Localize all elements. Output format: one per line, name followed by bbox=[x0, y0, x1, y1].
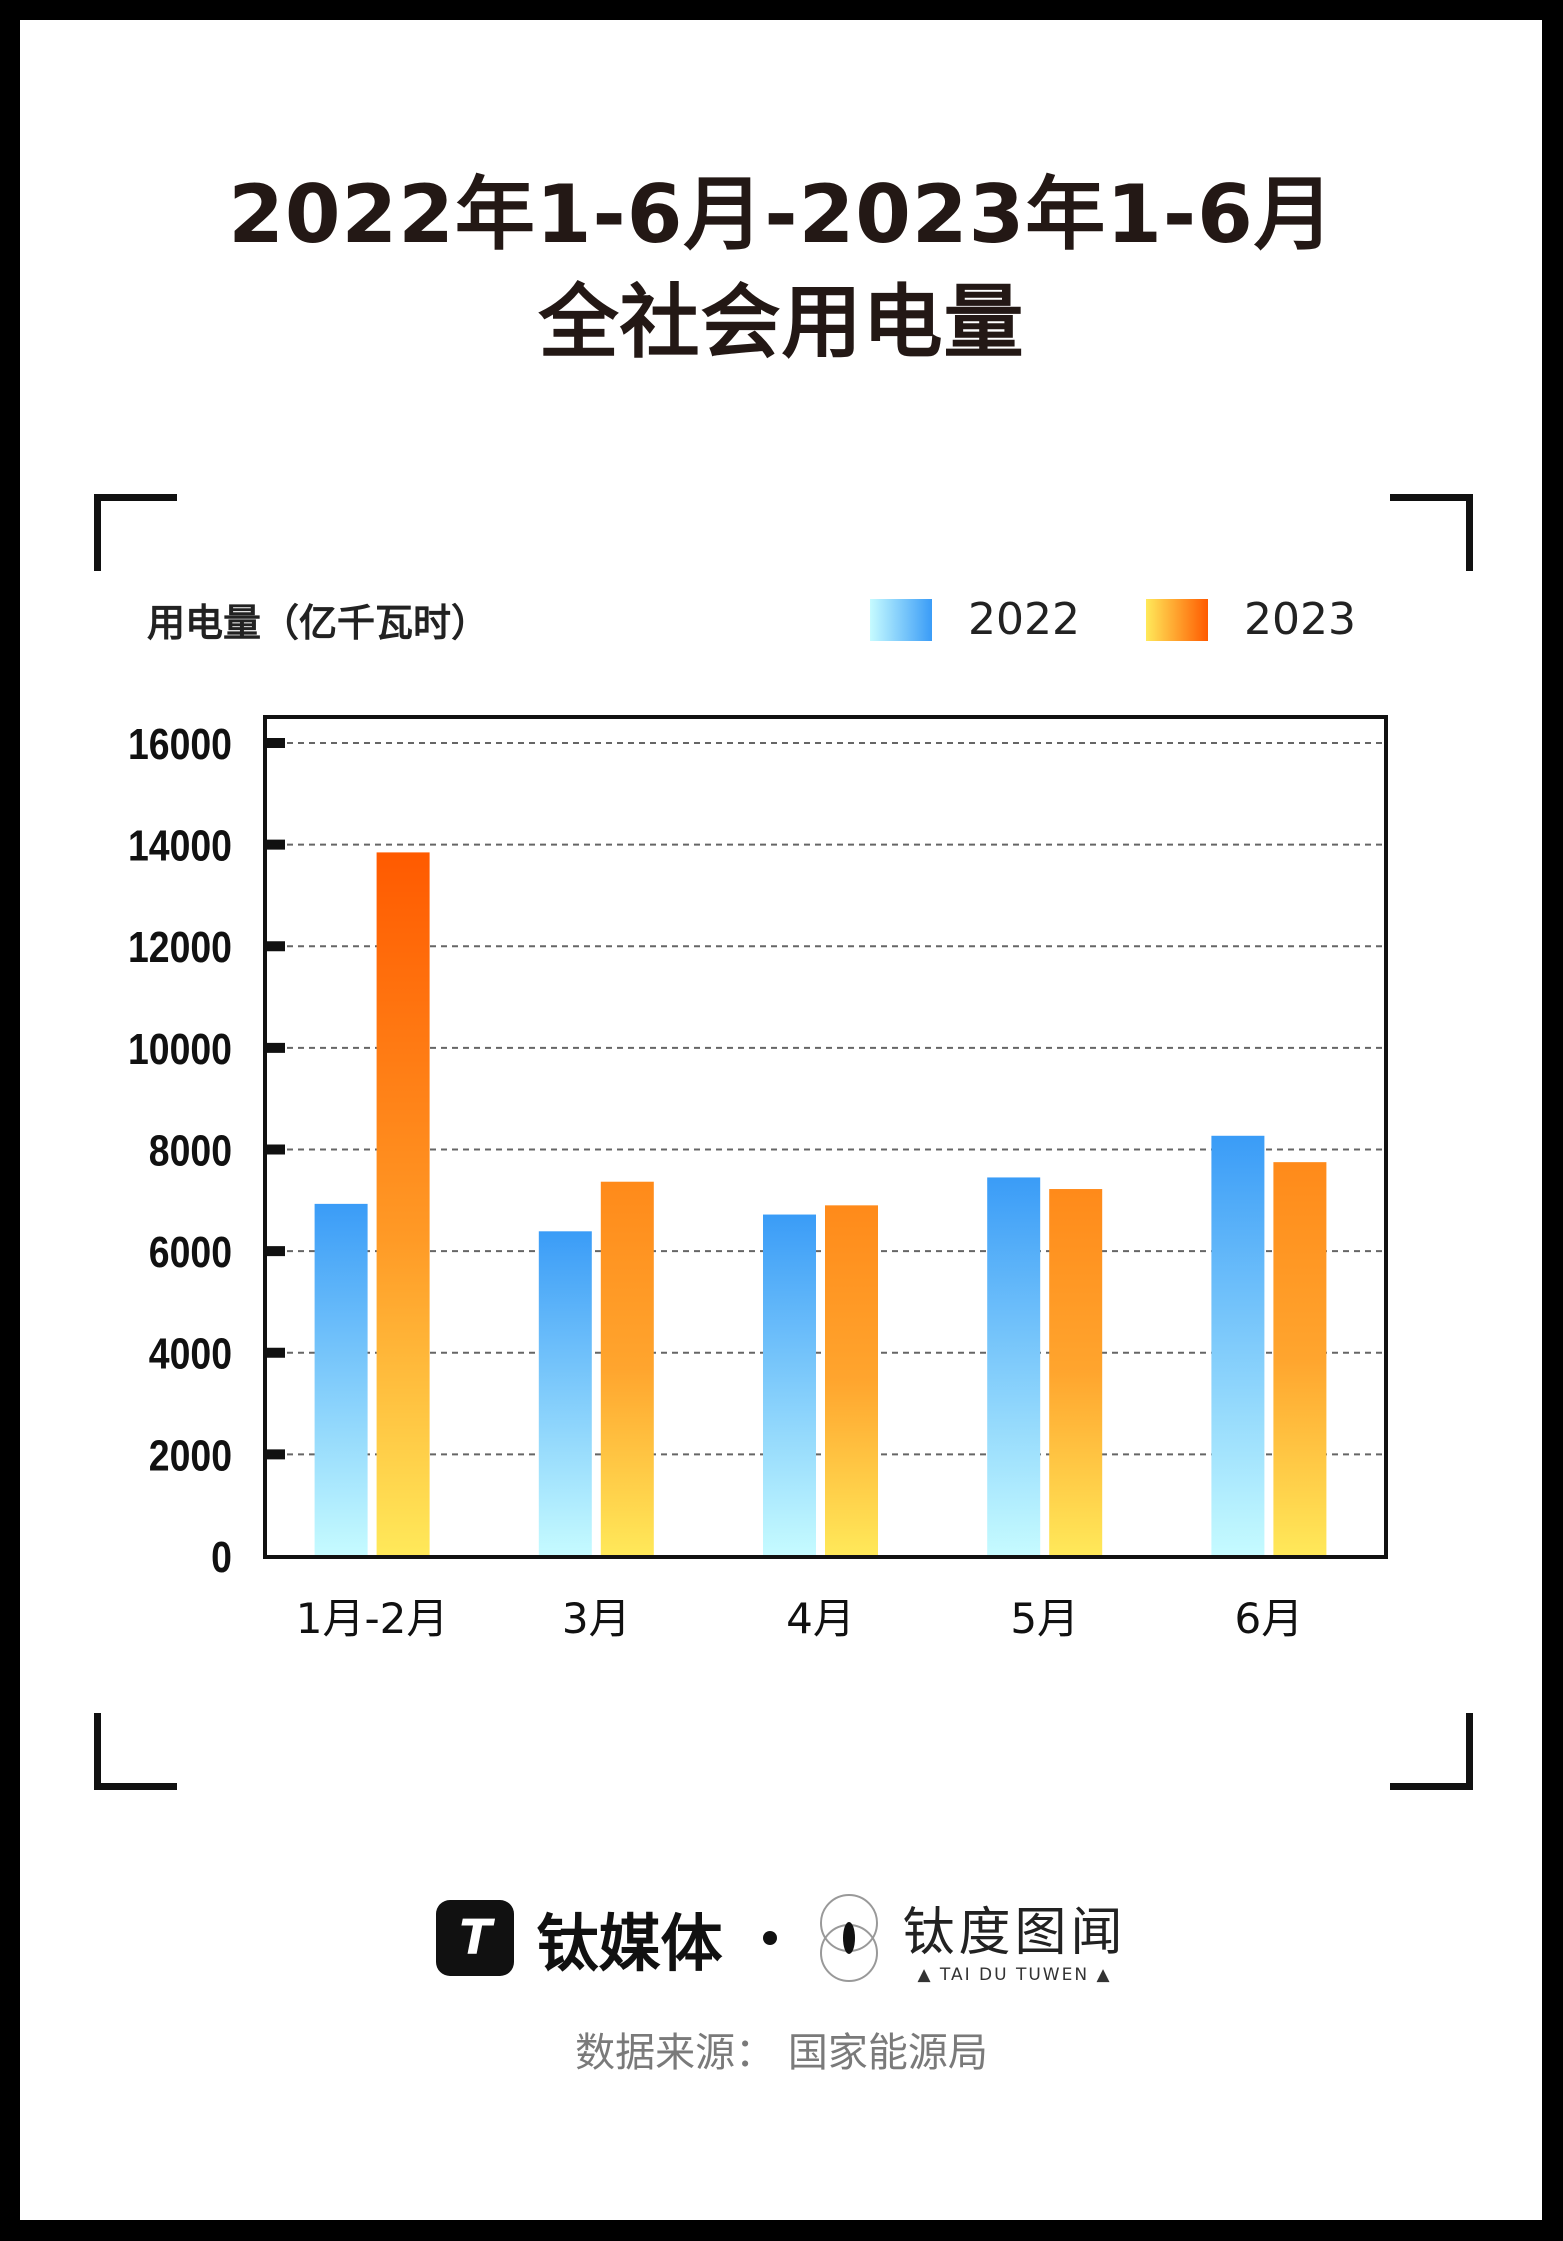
y-tick-mark bbox=[265, 1144, 285, 1155]
x-tick-label: 5月 bbox=[1010, 1594, 1079, 1643]
y-tick-mark bbox=[265, 941, 285, 952]
y-tick-label: 8000 bbox=[149, 1126, 232, 1176]
frame-corner-top-left bbox=[94, 494, 177, 571]
bar-2022-3 bbox=[987, 1177, 1041, 1556]
chart-title-line1: 2022年1-6月-2023年1-6月 bbox=[228, 168, 1335, 261]
brand-taidu: 钛度图闻 ▲ TAI DU TUWEN ▲ bbox=[903, 1890, 1127, 1985]
y-tick-mark bbox=[265, 1449, 285, 1460]
chart-title-line2: 全社会用电量 bbox=[538, 276, 1025, 369]
taidu-eye-logo-icon bbox=[819, 1893, 878, 1982]
legend-swatch-2023 bbox=[1146, 598, 1208, 641]
y-tick-label: 10000 bbox=[128, 1024, 232, 1074]
y-tick-label: 16000 bbox=[128, 719, 232, 769]
legend-item-2023: 2023 bbox=[1146, 594, 1356, 645]
y-tick-mark bbox=[265, 1347, 285, 1358]
x-tick-label: 3月 bbox=[562, 1594, 631, 1643]
separator-dot bbox=[762, 1930, 777, 1945]
brand-taidu-cn: 钛度图闻 bbox=[902, 1903, 1127, 1963]
y-tick-mark bbox=[265, 1042, 285, 1053]
bar-2023-3 bbox=[1049, 1189, 1103, 1556]
bar-2023-2 bbox=[825, 1205, 878, 1556]
bar-2022-1 bbox=[538, 1231, 592, 1556]
brand-taidu-en: ▲ TAI DU TUWEN ▲ bbox=[917, 1965, 1112, 1985]
bar-2023-1 bbox=[600, 1181, 654, 1556]
legend-label-2023: 2023 bbox=[1244, 594, 1356, 645]
frame-corner-bottom-left bbox=[94, 1713, 177, 1790]
footer-logos: T 钛媒体 钛度图闻 ▲ TAI DU TUWEN ▲ bbox=[0, 1890, 1563, 1985]
bar-2022-2 bbox=[763, 1214, 816, 1556]
legend-item-2022: 2022 bbox=[870, 594, 1080, 645]
y-tick-label: 4000 bbox=[149, 1329, 232, 1379]
frame-corner-bottom-right bbox=[1390, 1713, 1473, 1790]
poster-background bbox=[20, 20, 1542, 2220]
plot-frame bbox=[263, 715, 1388, 1559]
y-tick-label: 0 bbox=[211, 1532, 232, 1582]
y-tick-mark bbox=[265, 738, 285, 748]
frame-corner-top-right bbox=[1390, 494, 1473, 571]
tmtpost-logo-icon: T bbox=[436, 1899, 515, 1976]
y-tick-mark bbox=[265, 839, 285, 850]
y-axis-label: 用电量（亿千瓦时） bbox=[147, 601, 490, 645]
brand-tmtpost: 钛媒体 bbox=[536, 1906, 723, 1980]
bar-2022-4 bbox=[1211, 1135, 1265, 1556]
legend-swatch-2022 bbox=[870, 598, 932, 641]
logo-letter: T bbox=[459, 1909, 492, 1966]
legend-label-2022: 2022 bbox=[968, 594, 1080, 645]
x-tick-label: 1月-2月 bbox=[296, 1594, 449, 1643]
y-tick-label: 6000 bbox=[149, 1227, 232, 1277]
x-tick-label: 4月 bbox=[786, 1594, 855, 1643]
y-tick-mark bbox=[265, 1246, 285, 1257]
bar-2023-0 bbox=[376, 852, 430, 1556]
bar-2022-0 bbox=[314, 1203, 368, 1556]
bar-2023-4 bbox=[1273, 1162, 1327, 1556]
y-tick-label: 12000 bbox=[128, 922, 232, 972]
y-tick-label: 14000 bbox=[128, 821, 232, 871]
data-source: 数据来源： 国家能源局 bbox=[575, 2030, 988, 2076]
y-tick-label: 2000 bbox=[149, 1431, 232, 1481]
x-tick-label: 6月 bbox=[1235, 1594, 1304, 1643]
